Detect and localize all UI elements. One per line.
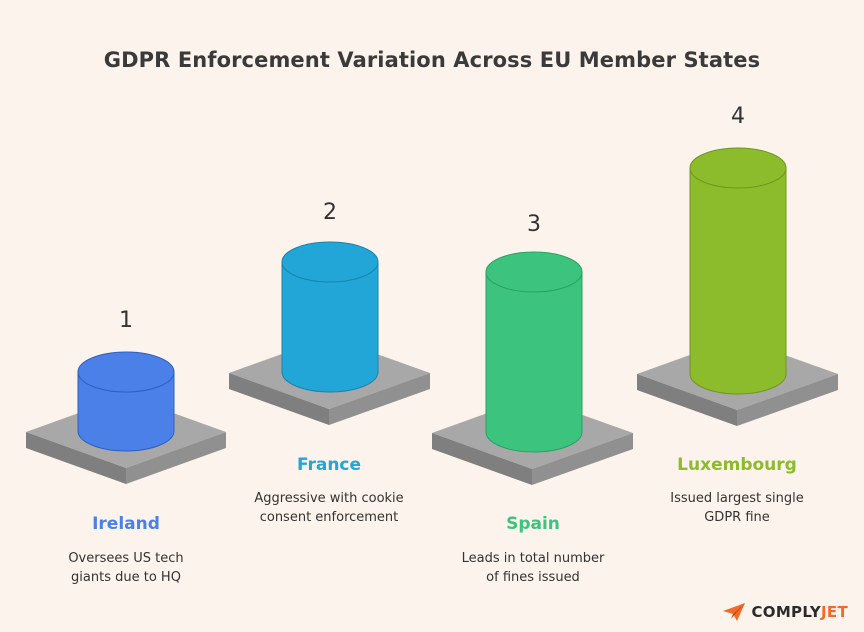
description-luxembourg: Issued largest single GDPR fine (637, 489, 837, 527)
description-ireland: Oversees US tech giants due to HQ (26, 549, 226, 587)
description-spain-line2: of fines issued (486, 570, 580, 585)
country-label-luxembourg: Luxembourg (677, 455, 797, 475)
brand-logo: COMPLYJET (722, 602, 848, 622)
paper-plane-icon (723, 603, 746, 621)
cylinder-spain (485, 251, 583, 453)
country-label-france: France (296, 455, 362, 475)
description-france-line2: consent enforcement (259, 510, 399, 525)
description-ireland-line2: giants due to HQ (71, 570, 181, 585)
description-luxembourg-line2: GDPR fine (704, 510, 770, 525)
cylinder-ireland (77, 351, 175, 452)
cylinder-luxembourg (689, 147, 787, 395)
description-spain-line1: Leads in total number (461, 551, 605, 566)
rank-number-france: 2 (323, 200, 337, 225)
description-france: Aggressive with cookie consent enforceme… (229, 489, 429, 527)
rank-number-spain: 3 (527, 212, 541, 237)
rank-number-luxembourg: 4 (731, 104, 745, 129)
diagram-title: GDPR Enforcement Variation Across EU Mem… (103, 48, 761, 72)
rank-number-ireland: 1 (119, 308, 133, 333)
cylinder-france (281, 241, 379, 393)
brand-name: COMPLYJET (751, 603, 848, 621)
country-label-ireland: Ireland (92, 514, 160, 534)
description-france-line1: Aggressive with cookie (254, 491, 404, 506)
description-ireland-line1: Oversees US tech (68, 551, 184, 566)
brand-name-part2: JET (821, 603, 848, 621)
country-label-spain: Spain (506, 514, 560, 534)
brand-name-part1: COMPLY (751, 603, 822, 621)
description-spain: Leads in total number of fines issued (433, 549, 633, 587)
description-luxembourg-line1: Issued largest single (670, 491, 804, 506)
